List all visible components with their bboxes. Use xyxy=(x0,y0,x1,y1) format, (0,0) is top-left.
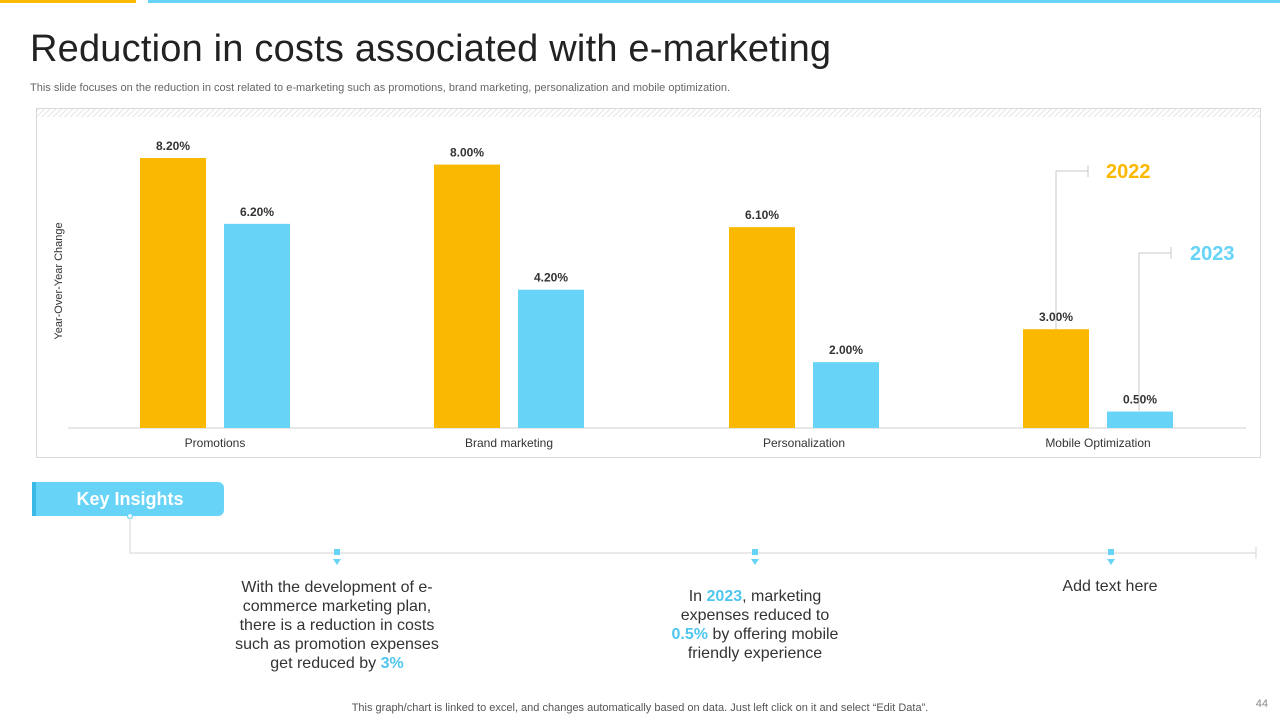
timeline-marker-1 xyxy=(333,549,341,565)
insight-2-line-3: 0.5% by offering mobile xyxy=(671,626,839,643)
insight-2-line-1: In 2023, marketing xyxy=(688,588,822,605)
insight-1-line-4: such as promotion expenses xyxy=(235,636,439,653)
insight-1-line-1: With the development of e- xyxy=(241,579,433,596)
key-insights-header xyxy=(32,482,224,516)
insight-1-line-2: commerce marketing plan, xyxy=(242,598,432,615)
insight-text-3[interactable]: Add text here xyxy=(1020,577,1200,596)
insight-text-2[interactable]: In 2023, marketing expenses reduced to 0… xyxy=(645,587,865,663)
page-subtitle: This slide focuses on the reduction in c… xyxy=(30,82,731,94)
timeline-line xyxy=(129,518,1256,554)
top-accent-bar-orange xyxy=(0,0,136,3)
key-insights-label: Key Insights xyxy=(76,489,184,509)
key-insights-edge xyxy=(32,482,36,516)
footer-note: This graph/chart is linked to excel, and… xyxy=(351,702,929,714)
insight-2-highlight-year: 2023 xyxy=(706,588,743,605)
insight-2-line-4: friendly experience xyxy=(687,645,823,662)
page-number: 44 xyxy=(1255,698,1268,710)
page-title: Reduction in costs associated with e-mar… xyxy=(30,28,832,70)
insight-text-1[interactable]: With the development of e- commerce mark… xyxy=(222,578,452,673)
insight-1-line-3: there is a reduction in costs xyxy=(239,617,435,634)
insight-3-line-1: Add text here xyxy=(1062,578,1158,595)
top-accent-bar-blue xyxy=(148,0,1280,3)
timeline-marker-2 xyxy=(751,549,759,565)
insight-1-line-5: get reduced by 3% xyxy=(270,655,404,672)
chart-frame[interactable] xyxy=(36,108,1261,458)
insight-2-line-2: expenses reduced to xyxy=(680,607,830,624)
timeline-marker-3 xyxy=(1107,549,1115,565)
insight-2-highlight-value: 0.5% xyxy=(671,626,708,643)
insight-1-highlight: 3% xyxy=(380,655,404,672)
